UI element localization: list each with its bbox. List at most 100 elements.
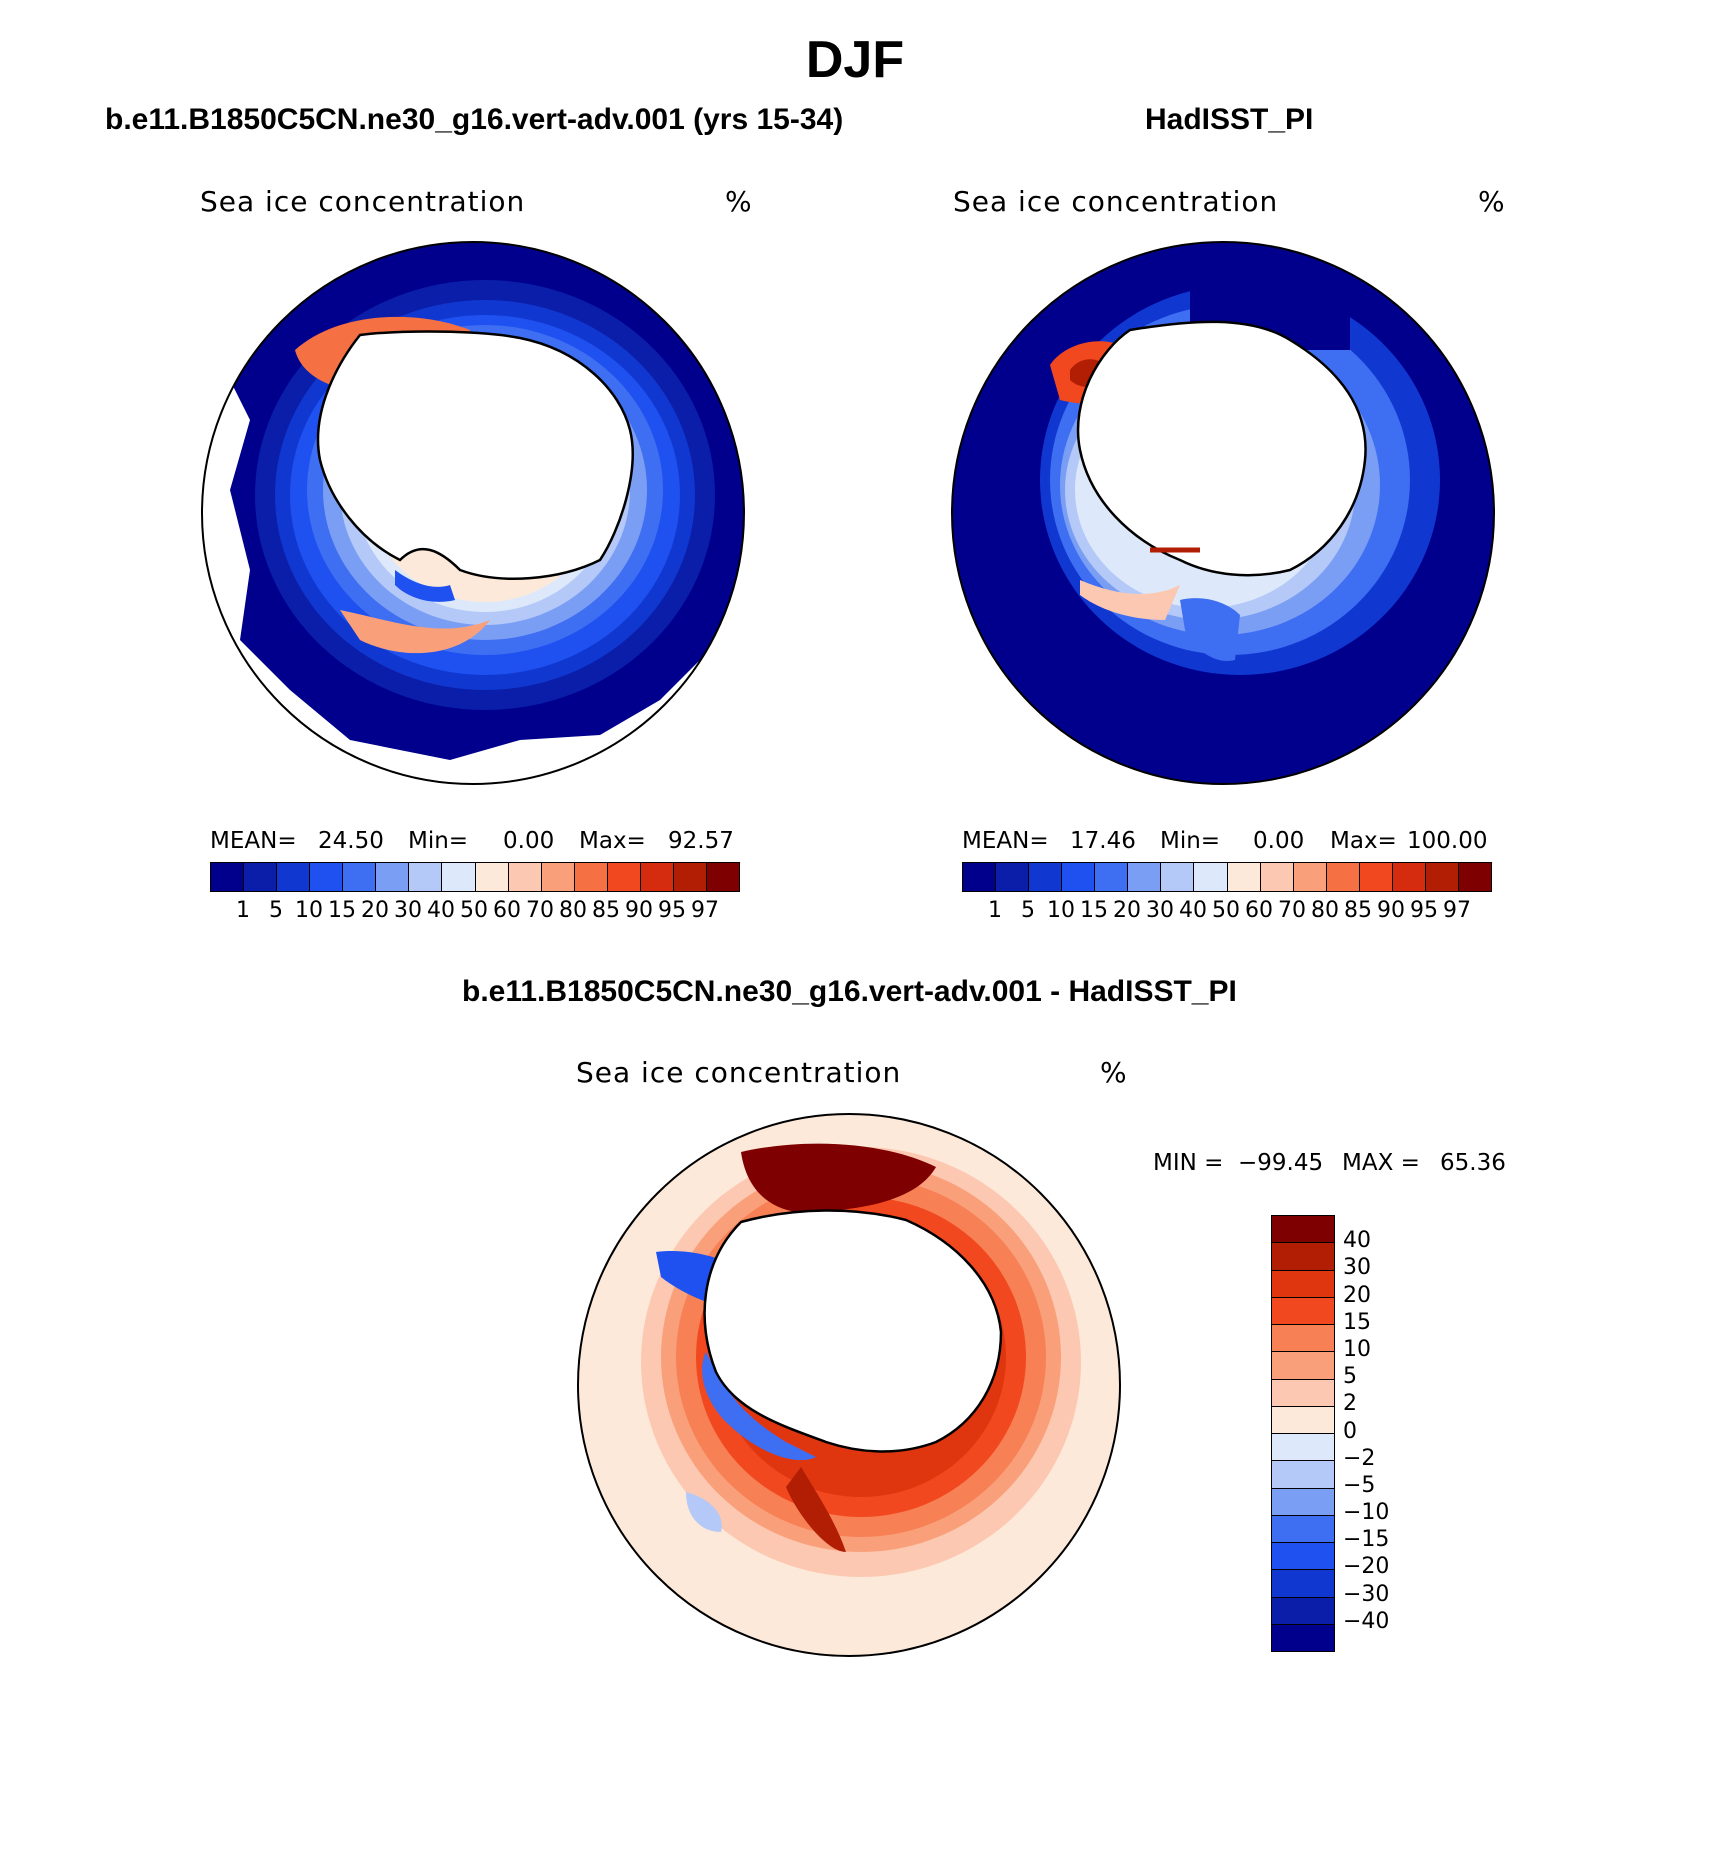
colorbar-swatch	[1095, 863, 1129, 891]
colorbar-swatch	[1272, 1406, 1334, 1434]
model-case-title: b.e11.B1850C5CN.ne30_g16.vert-adv.001 (y…	[105, 103, 844, 136]
obs-variable-label: Sea ice concentration	[953, 185, 1279, 218]
colorbar-tick-label: 2	[1343, 1391, 1357, 1417]
diff-max-value: 65.36	[1440, 1150, 1506, 1176]
model-variable-label: Sea ice concentration	[200, 185, 526, 218]
colorbar-swatch	[1272, 1352, 1334, 1380]
colorbar-tick-label: 5	[1021, 898, 1035, 923]
colorbar-swatch	[1272, 1297, 1334, 1325]
obs-case-title: HadISST_PI	[1145, 103, 1314, 136]
colorbar-swatch	[1272, 1570, 1334, 1598]
colorbar-swatch	[1272, 1379, 1334, 1407]
model-min-value: 0.00	[503, 828, 555, 854]
colorbar-tick-label: 40	[1343, 1228, 1371, 1254]
diff-variable-label: Sea ice concentration	[576, 1056, 902, 1089]
colorbar-tick-label: −30	[1343, 1581, 1390, 1607]
colorbar-swatch	[1392, 863, 1426, 891]
diff-colorbar	[1271, 1215, 1335, 1652]
colorbar-swatch	[1272, 1461, 1334, 1489]
colorbar-tick-label: 80	[1311, 898, 1339, 923]
colorbar-swatch	[1272, 1515, 1334, 1543]
model-max-value: 92.57	[668, 828, 734, 854]
diff-ice-map	[577, 1113, 1121, 1657]
colorbar-tick-label: 50	[460, 898, 488, 923]
colorbar-swatch	[1425, 863, 1459, 891]
colorbar-swatch	[211, 863, 245, 891]
colorbar-swatch	[673, 863, 707, 891]
model-colorbar	[210, 862, 740, 892]
colorbar-tick-label: 10	[1047, 898, 1075, 923]
colorbar-tick-label: 50	[1212, 898, 1240, 923]
colorbar-swatch	[1272, 1488, 1334, 1516]
colorbar-swatch	[1359, 863, 1393, 891]
colorbar-swatch	[409, 863, 443, 891]
colorbar-tick-label: 1	[236, 898, 250, 923]
figure-title: DJF	[805, 31, 905, 89]
colorbar-tick-label: 15	[1343, 1309, 1371, 1335]
obs-colorbar-ticks: 1 5 10 15 20 30 40 50 60 70 80 85 90 95 97	[962, 898, 1490, 926]
obs-mean-label: MEAN=	[962, 828, 1049, 854]
colorbar-swatch	[574, 863, 608, 891]
model-mean-label: MEAN=	[210, 828, 297, 854]
model-max-label: Max=	[579, 828, 646, 854]
colorbar-tick-label: 5	[1343, 1364, 1357, 1390]
colorbar-tick-label: 30	[1146, 898, 1174, 923]
diff-max-label: MAX =	[1342, 1150, 1420, 1176]
colorbar-tick-label: 5	[269, 898, 283, 923]
colorbar-tick-label: 60	[493, 898, 521, 923]
colorbar-swatch	[1227, 863, 1261, 891]
colorbar-swatch	[640, 863, 674, 891]
colorbar-tick-label: −40	[1343, 1608, 1390, 1634]
colorbar-swatch	[706, 863, 739, 891]
colorbar-tick-label: −15	[1343, 1527, 1390, 1553]
obs-min-label: Min=	[1160, 828, 1221, 854]
colorbar-swatch	[1062, 863, 1096, 891]
colorbar-swatch	[508, 863, 542, 891]
colorbar-swatch	[343, 863, 377, 891]
colorbar-swatch	[541, 863, 575, 891]
colorbar-swatch	[1272, 1624, 1334, 1651]
obs-max-label: Max=	[1330, 828, 1397, 854]
diff-case-title: b.e11.B1850C5CN.ne30_g16.vert-adv.001 - …	[462, 975, 1237, 1008]
colorbar-tick-label: 80	[559, 898, 587, 923]
colorbar-tick-label: −10	[1343, 1500, 1390, 1526]
colorbar-tick-label: 20	[1113, 898, 1141, 923]
colorbar-swatch	[1029, 863, 1063, 891]
colorbar-swatch	[442, 863, 476, 891]
colorbar-tick-label: 85	[1344, 898, 1372, 923]
colorbar-tick-label: 85	[592, 898, 620, 923]
colorbar-swatch	[310, 863, 344, 891]
colorbar-swatch	[1272, 1216, 1334, 1244]
obs-units-label: %	[1478, 185, 1506, 218]
colorbar-tick-label: 15	[328, 898, 356, 923]
diff-min-value: −99.45	[1238, 1150, 1324, 1176]
colorbar-tick-label: 15	[1080, 898, 1108, 923]
colorbar-swatch	[1272, 1243, 1334, 1271]
colorbar-tick-label: −20	[1343, 1554, 1390, 1580]
colorbar-swatch	[1272, 1270, 1334, 1298]
obs-min-value: 0.00	[1253, 828, 1305, 854]
colorbar-tick-label: 95	[658, 898, 686, 923]
obs-max-value: 100.00	[1407, 828, 1488, 854]
colorbar-tick-label: −5	[1343, 1472, 1376, 1498]
colorbar-swatch	[1326, 863, 1360, 891]
colorbar-swatch	[376, 863, 410, 891]
colorbar-tick-label: 30	[1343, 1255, 1371, 1281]
colorbar-tick-label: 0	[1343, 1418, 1357, 1444]
colorbar-swatch	[996, 863, 1030, 891]
colorbar-tick-label: 40	[427, 898, 455, 923]
colorbar-tick-label: 90	[625, 898, 653, 923]
obs-mean-value: 17.46	[1070, 828, 1136, 854]
colorbar-swatch	[1128, 863, 1162, 891]
colorbar-tick-label: 97	[691, 898, 719, 923]
obs-ice-map	[951, 241, 1495, 785]
model-colorbar-ticks: 1 5 10 15 20 30 40 50 60 70 80 85 90 95 97	[210, 898, 738, 926]
colorbar-swatch	[1272, 1543, 1334, 1571]
model-ice-map	[201, 241, 745, 785]
colorbar-tick-label: 40	[1179, 898, 1207, 923]
colorbar-tick-label: 90	[1377, 898, 1405, 923]
colorbar-tick-label: 97	[1443, 898, 1471, 923]
colorbar-swatch	[1458, 863, 1491, 891]
colorbar-swatch	[1161, 863, 1195, 891]
diff-units-label: %	[1100, 1056, 1128, 1089]
